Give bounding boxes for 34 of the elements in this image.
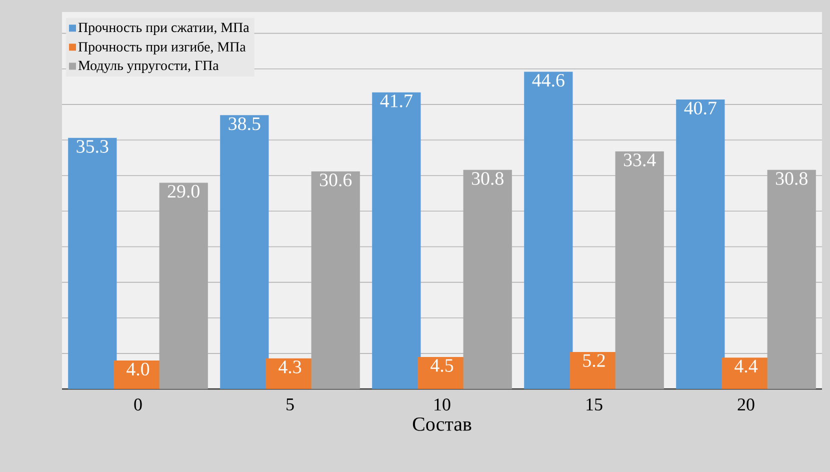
x-tick-label: 20	[738, 398, 754, 411]
bar	[463, 170, 512, 389]
data-label: 44.6	[532, 74, 564, 87]
bar	[615, 151, 664, 389]
bar	[524, 72, 573, 389]
bar	[676, 99, 725, 389]
bar	[220, 115, 269, 389]
x-tick-label: 15	[586, 398, 602, 411]
data-label: 30.6	[320, 174, 352, 186]
data-label: 35.3	[76, 140, 108, 153]
data-label: 4.3	[278, 360, 302, 374]
data-label: 4.5	[430, 359, 454, 372]
x-tick-label: 0	[134, 398, 142, 411]
data-label: 38.5	[228, 117, 260, 130]
data-label: 30.8	[472, 172, 504, 185]
bar	[159, 182, 208, 389]
legend-label: Модуль упругости, ГПа	[78, 60, 219, 74]
bar	[311, 171, 360, 389]
data-label: 4.0	[126, 362, 150, 376]
data-label: 41.7	[380, 94, 412, 108]
bar	[372, 92, 421, 389]
x-tick-label: 5	[286, 398, 294, 410]
legend-label: Прочность при сжатии, МПа	[78, 22, 250, 35]
data-label: 4.4	[734, 360, 758, 373]
data-label: 33.4	[624, 154, 656, 166]
x-axis-title: Состав	[412, 417, 472, 431]
x-tick-label: 10	[434, 398, 450, 411]
legend-label: Прочность при изгибе, МПа	[78, 41, 246, 54]
data-label: 5.2	[583, 354, 605, 367]
data-label: 40.7	[684, 102, 716, 115]
data-label: 29.0	[168, 184, 200, 198]
bar	[767, 170, 816, 389]
data-label: 30.8	[776, 172, 808, 185]
bar	[68, 138, 117, 389]
